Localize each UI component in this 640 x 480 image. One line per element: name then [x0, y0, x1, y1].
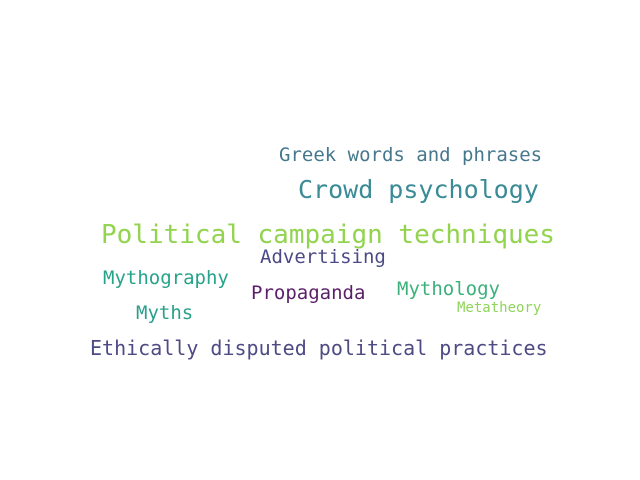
word-crowd-psychology: Crowd psychology [298, 175, 539, 204]
word-political-campaign-techniques: Political campaign techniques [101, 220, 555, 250]
word-propaganda: Propaganda [251, 282, 366, 304]
word-metatheory: Metatheory [457, 300, 542, 316]
word-mythography: Mythography [103, 267, 229, 289]
word-advertising: Advertising [260, 246, 386, 268]
word-mythology: Mythology [397, 278, 500, 300]
word-greek-words-and-phrases: Greek words and phrases [279, 144, 543, 166]
word-ethically-disputed-political-practices: Ethically disputed political practices [90, 336, 548, 360]
word-myths: Myths [136, 302, 194, 324]
